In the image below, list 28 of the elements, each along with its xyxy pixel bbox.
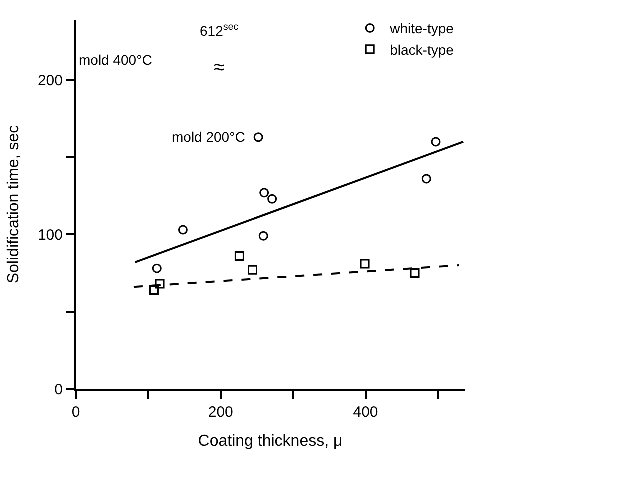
point: [268, 194, 278, 204]
y-axis-title: Solidification time, sec: [5, 125, 22, 284]
y-tick-label: 0: [54, 381, 63, 398]
point: [258, 231, 268, 241]
annotation: mold 200°C: [172, 129, 246, 145]
x-tick-label: 200: [208, 404, 234, 421]
point: [431, 137, 441, 147]
point: [152, 264, 162, 274]
x-tick-label: 400: [353, 404, 378, 421]
point: [422, 174, 432, 184]
point: [234, 251, 244, 261]
legend-label: white-type: [389, 20, 454, 37]
point: [178, 225, 188, 235]
point: [410, 268, 420, 278]
point: [254, 132, 264, 142]
annotation: 612$^{sec}$: [200, 22, 239, 39]
y-tick-label: 200: [38, 72, 63, 90]
annotation: ≈: [214, 57, 225, 79]
annotation: mold 400°C: [79, 52, 152, 68]
legend-label: black-type: [390, 42, 454, 58]
point: [149, 285, 159, 295]
point: [260, 188, 270, 198]
x-axis-title: Coating thickness, μ: [198, 433, 343, 450]
y-tick-label: 100: [38, 226, 63, 244]
point: [155, 279, 165, 289]
x-tick-label: 0: [72, 404, 80, 421]
point: [248, 265, 258, 275]
point: [360, 259, 370, 269]
